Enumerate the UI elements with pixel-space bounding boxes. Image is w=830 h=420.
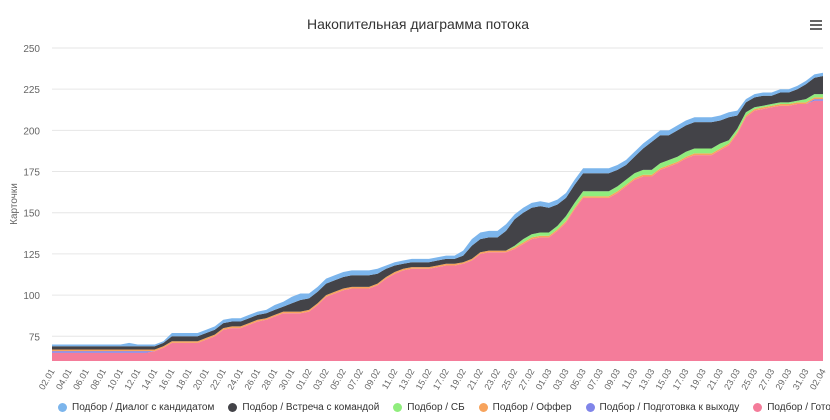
series-areas <box>52 72 823 361</box>
x-tick-label: 14.01 <box>140 367 160 392</box>
series-area[interactable] <box>52 76 823 350</box>
x-tick-label: 30.01 <box>277 367 297 392</box>
legend-marker-icon <box>478 403 488 412</box>
legend-label: Подбор / Диалог с кандидатом <box>72 402 215 413</box>
x-tick-label: 05.03 <box>568 367 588 392</box>
legend-item[interactable]: Подбор / Готово <box>753 402 830 413</box>
series-area[interactable] <box>52 72 823 347</box>
legend-label: Подбор / Оффер <box>492 402 572 413</box>
legend-item[interactable]: Подбор / Оффер <box>478 402 572 413</box>
x-tick-label: 12.01 <box>123 367 143 392</box>
series-area[interactable] <box>52 100 823 361</box>
legend-label: Подбор / СБ <box>407 402 465 413</box>
x-tick-label: 26.01 <box>242 367 262 392</box>
x-tick-label: 23.03 <box>722 367 742 392</box>
x-tick-label: 01.03 <box>534 367 554 392</box>
y-tick-label: 225 <box>23 85 40 96</box>
x-tick-label: 21.03 <box>705 367 725 392</box>
x-tick-label: 03.03 <box>551 367 571 392</box>
y-tick-labels: 75 100 125 150 175 200 225 250 <box>23 44 40 343</box>
x-tick-label: 16.01 <box>157 367 177 392</box>
y-axis-label: Карточки <box>9 183 20 225</box>
y-tick-label: 150 <box>23 209 40 220</box>
x-tick-label: 28.01 <box>260 367 280 392</box>
legend-marker-icon <box>58 403 67 412</box>
x-tick-label: 02.04 <box>808 367 828 392</box>
y-tick-label: 100 <box>23 291 40 302</box>
x-tick-labels: 02.0104.0106.0108.0110.0112.0114.0116.01… <box>37 367 828 392</box>
x-tick-label: 01.02 <box>294 367 314 392</box>
x-tick-label: 02.01 <box>37 367 57 392</box>
x-tick-label: 04.01 <box>54 367 74 392</box>
legend-marker-icon <box>393 403 403 412</box>
chart-legend: Подбор / Диалог с кандидатом Подбор / Вст… <box>58 402 830 415</box>
x-tick-label: 19.02 <box>448 367 468 392</box>
x-tick-label: 29.03 <box>774 367 794 392</box>
legend-marker-icon <box>585 403 595 412</box>
x-tick-label: 24.01 <box>225 367 245 392</box>
y-tick-label: 75 <box>29 332 41 343</box>
y-tick-label: 125 <box>23 250 40 261</box>
chart-title: Накопительная диаграмма потока <box>306 16 530 32</box>
x-tick-label: 13.03 <box>637 367 657 392</box>
legend-marker-icon <box>753 403 763 412</box>
x-tick-label: 17.02 <box>431 367 451 392</box>
y-tick-label: 250 <box>23 44 40 55</box>
x-tick-label: 05.02 <box>328 367 348 392</box>
x-tick-label: 27.02 <box>517 367 537 392</box>
legend-label: Подбор / Готово <box>767 402 830 413</box>
x-tick-label: 31.03 <box>791 367 811 392</box>
x-tick-label: 17.03 <box>671 367 691 392</box>
x-tick-label: 23.02 <box>482 367 502 392</box>
legend-label: Подбор / Встреча с командой <box>242 402 380 413</box>
legend-label: Подбор / Подготовка к выходу <box>599 402 740 413</box>
y-tick-label: 200 <box>23 126 40 137</box>
x-tick-label: 22.01 <box>208 367 228 392</box>
legend-item[interactable]: Подбор / СБ <box>393 402 465 413</box>
x-tick-label: 20.01 <box>191 367 211 392</box>
x-tick-label: 25.03 <box>739 367 759 392</box>
x-tick-label: 25.02 <box>499 367 519 392</box>
x-tick-label: 13.02 <box>397 367 417 392</box>
x-tick-label: 09.03 <box>602 367 622 392</box>
legend-item[interactable]: Подбор / Встреча с командой <box>228 402 379 413</box>
x-tick-label: 06.01 <box>71 367 91 392</box>
x-tick-label: 15.03 <box>654 367 674 392</box>
chart-menu-icon[interactable] <box>810 20 822 32</box>
x-tick-label: 15.02 <box>414 367 434 392</box>
legend-marker-icon <box>228 403 238 412</box>
x-tick-label: 27.03 <box>756 367 776 392</box>
y-tick-label: 175 <box>23 168 40 179</box>
x-tick-label: 21.02 <box>465 367 485 392</box>
x-tick-label: 19.03 <box>688 367 708 392</box>
legend-item[interactable]: Подбор / Диалог с кандидатом <box>58 402 214 413</box>
x-tick-label: 08.01 <box>88 367 108 392</box>
x-tick-label: 10.01 <box>105 367 125 392</box>
legend-item[interactable]: Подбор / Подготовка к выходу <box>585 402 740 413</box>
x-tick-label: 18.01 <box>174 367 194 392</box>
x-tick-label: 09.02 <box>362 367 382 392</box>
x-tick-label: 07.02 <box>345 367 365 392</box>
x-tick-label: 07.03 <box>585 367 605 392</box>
x-tick-label: 03.02 <box>311 367 331 392</box>
